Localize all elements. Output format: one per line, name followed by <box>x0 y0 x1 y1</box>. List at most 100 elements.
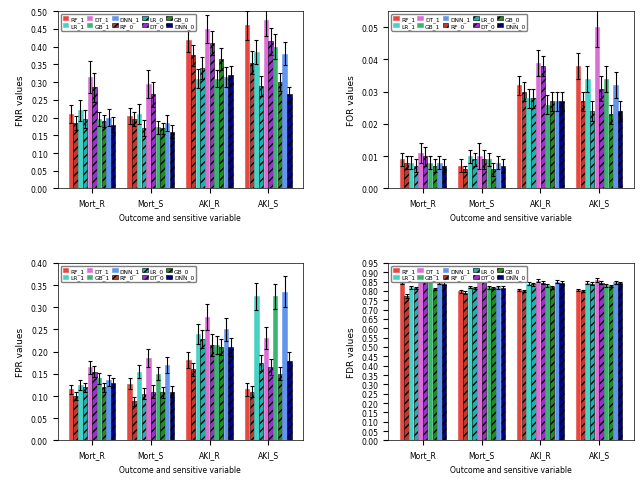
Bar <box>609 287 613 440</box>
Bar <box>618 283 623 440</box>
Bar <box>254 53 259 189</box>
Bar <box>83 120 87 189</box>
Bar <box>156 128 160 189</box>
Bar <box>111 125 115 189</box>
Bar <box>127 117 132 189</box>
Bar <box>228 348 233 440</box>
Bar <box>409 164 413 189</box>
Bar <box>559 283 564 440</box>
Bar <box>618 112 623 189</box>
Bar <box>191 370 195 440</box>
Bar <box>437 164 442 189</box>
Bar <box>214 79 219 189</box>
Bar <box>576 67 580 189</box>
Bar <box>428 281 432 440</box>
Bar <box>458 166 463 189</box>
Bar <box>127 384 132 440</box>
Bar <box>599 90 604 189</box>
Bar <box>536 281 540 440</box>
Bar <box>170 133 174 189</box>
Bar <box>165 365 170 440</box>
Bar <box>250 63 254 189</box>
Bar <box>151 95 156 189</box>
Bar <box>580 102 585 189</box>
Bar <box>268 42 273 189</box>
Bar <box>210 44 214 189</box>
Bar <box>78 111 83 189</box>
X-axis label: Outcome and sensitive variable: Outcome and sensitive variable <box>119 465 241 474</box>
Bar <box>541 67 545 189</box>
Legend: RF_1, LR_1, DT_1, GB_1, DNN_1, RF_0, LR_0, DT_0, GB_0, DNN_0: RF_1, LR_1, DT_1, GB_1, DNN_1, RF_0, LR_… <box>392 15 527 31</box>
Bar <box>68 115 73 189</box>
Bar <box>555 282 559 440</box>
Bar <box>92 88 97 189</box>
Bar <box>245 390 250 440</box>
Y-axis label: FDR values: FDR values <box>348 327 356 377</box>
Bar <box>613 86 618 189</box>
Bar <box>141 129 146 189</box>
Bar <box>141 394 146 440</box>
Bar <box>287 95 292 189</box>
Bar <box>585 80 589 189</box>
Bar <box>219 60 223 189</box>
Bar <box>219 348 223 440</box>
Bar <box>472 160 477 189</box>
Bar <box>531 285 536 440</box>
Bar <box>590 284 595 440</box>
Bar <box>278 374 282 440</box>
Bar <box>254 297 259 440</box>
Bar <box>214 345 219 440</box>
Bar <box>559 102 564 189</box>
Bar <box>442 284 446 440</box>
Bar <box>205 318 209 440</box>
Bar <box>468 157 472 189</box>
Bar <box>151 392 156 440</box>
Bar <box>161 393 164 440</box>
Bar <box>585 283 589 440</box>
Bar <box>590 112 595 189</box>
Bar <box>259 363 264 440</box>
Bar <box>106 381 111 440</box>
Legend: RF_1, LR_1, DT_1, GB_1, DNN_1, RF_0, LR_0, DT_0, GB_0, DNN_0: RF_1, LR_1, DT_1, GB_1, DNN_1, RF_0, LR_… <box>392 266 527 283</box>
Bar <box>409 287 413 440</box>
Bar <box>278 83 282 189</box>
Bar <box>196 79 200 189</box>
Bar <box>609 115 613 189</box>
Bar <box>419 154 423 189</box>
Bar <box>472 288 477 440</box>
Bar <box>224 77 228 189</box>
Bar <box>210 345 214 440</box>
Bar <box>463 170 467 189</box>
Bar <box>273 47 278 189</box>
Bar <box>595 28 599 189</box>
Bar <box>545 106 550 189</box>
Bar <box>517 86 522 189</box>
Bar <box>132 120 136 189</box>
Bar <box>496 164 500 189</box>
Bar <box>604 286 609 440</box>
Bar <box>545 286 550 440</box>
Bar <box>500 288 505 440</box>
Bar <box>482 160 486 189</box>
Bar <box>78 385 83 440</box>
Bar <box>463 293 467 440</box>
Bar <box>437 283 442 440</box>
Bar <box>92 372 97 440</box>
Bar <box>165 123 170 189</box>
Bar <box>250 392 254 440</box>
Bar <box>522 92 526 189</box>
Bar <box>613 283 618 440</box>
Bar <box>428 164 432 189</box>
Bar <box>496 287 500 440</box>
Bar <box>137 372 141 440</box>
Legend: RF_1, LR_1, DT_1, GB_1, DNN_1, RF_0, LR_0, DT_0, GB_0, DNN_0: RF_1, LR_1, DT_1, GB_1, DNN_1, RF_0, LR_… <box>61 266 196 283</box>
Bar <box>433 166 437 189</box>
Bar <box>595 281 599 440</box>
Bar <box>156 374 160 440</box>
Bar <box>404 164 409 189</box>
Bar <box>186 360 191 440</box>
Bar <box>486 287 491 440</box>
Bar <box>196 334 200 440</box>
Bar <box>228 76 233 189</box>
Bar <box>259 87 264 189</box>
